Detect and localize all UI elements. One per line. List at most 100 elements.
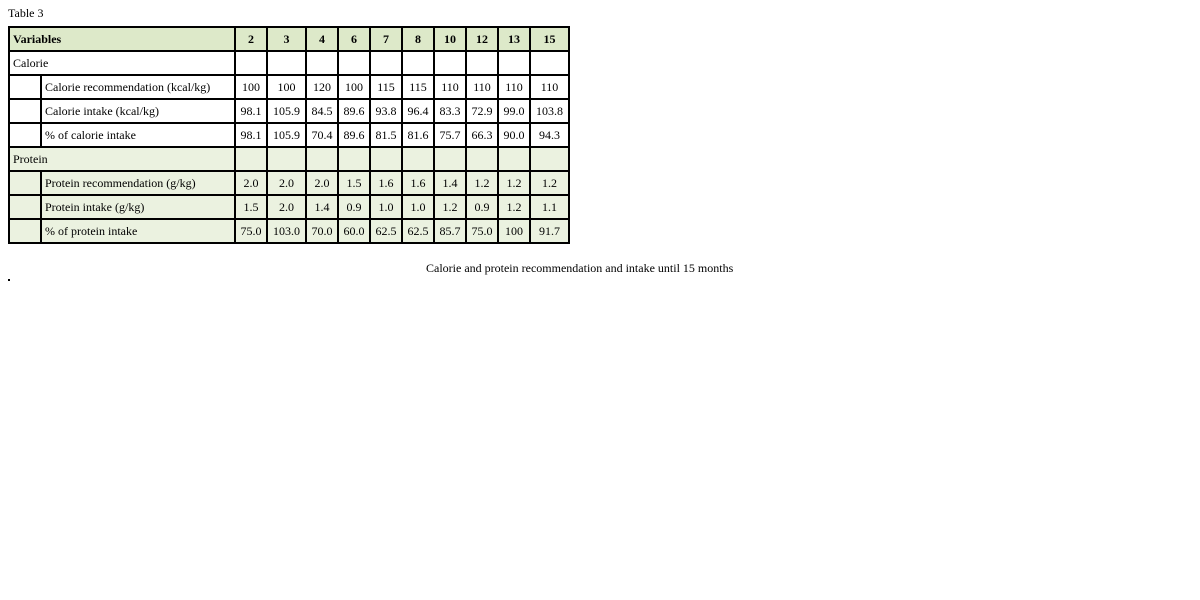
empty-cell (465, 50, 499, 76)
value-cell: 1.2 (465, 170, 499, 196)
value-cell: 70.0 (305, 218, 339, 244)
value-cell: 1.4 (433, 170, 467, 196)
value-cell: 60.0 (337, 218, 371, 244)
indent-cell (8, 218, 42, 244)
value-cell: 1.1 (529, 194, 570, 220)
value-cell: 81.6 (401, 122, 435, 148)
row-label: % of calorie intake (40, 122, 236, 148)
empty-cell (234, 146, 268, 172)
value-cell: 98.1 (234, 122, 268, 148)
value-cell: 110 (497, 74, 531, 100)
value-cell: 1.4 (305, 194, 339, 220)
table-row: Calorie intake (kcal/kg) 98.1 105.9 84.5 89.… (8, 98, 570, 124)
empty-cell (266, 146, 307, 172)
empty-cell (305, 146, 339, 172)
table-row: % of calorie intake 98.1 105.9 70.4 89.6 81.5… (8, 122, 570, 148)
value-cell: 110 (465, 74, 499, 100)
value-cell: 2.0 (266, 170, 307, 196)
value-cell: 1.6 (401, 170, 435, 196)
table-row: % of protein intake 75.0 103.0 70.0 60.0 62.5… (8, 218, 570, 244)
header-month: 4 (305, 26, 339, 52)
value-cell: 62.5 (401, 218, 435, 244)
header-month: 8 (401, 26, 435, 52)
value-cell: 75.0 (465, 218, 499, 244)
indent-cell (8, 194, 42, 220)
header-month: 12 (465, 26, 499, 52)
value-cell: 96.4 (401, 98, 435, 124)
row-label: Calorie recommendation (kcal/kg) (40, 74, 236, 100)
table-row: Protein recommendation (g/kg) 2.0 2.0 2.0 1.… (8, 170, 570, 196)
value-cell: 115 (369, 74, 403, 100)
empty-cell (266, 50, 307, 76)
header-row: Variables 2 3 4 6 7 8 10 12 13 15 (8, 26, 570, 52)
value-cell: 94.3 (529, 122, 570, 148)
value-cell: 91.7 (529, 218, 570, 244)
value-cell: 105.9 (266, 98, 307, 124)
value-cell: 2.0 (234, 170, 268, 196)
value-cell: 0.9 (465, 194, 499, 220)
empty-cell (433, 146, 467, 172)
value-cell: 1.6 (369, 170, 403, 196)
value-cell: 110 (529, 74, 570, 100)
value-cell: 1.2 (433, 194, 467, 220)
value-cell: 72.9 (465, 98, 499, 124)
header-variables: Variables (8, 26, 236, 52)
row-label: % of protein intake (40, 218, 236, 244)
value-cell: 81.5 (369, 122, 403, 148)
indent-cell (8, 122, 42, 148)
value-cell: 1.2 (497, 170, 531, 196)
value-cell: 103.8 (529, 98, 570, 124)
value-cell: 98.1 (234, 98, 268, 124)
value-cell: 83.3 (433, 98, 467, 124)
empty-cell (369, 50, 403, 76)
value-cell: 85.7 (433, 218, 467, 244)
value-cell: 62.5 (369, 218, 403, 244)
value-cell: 115 (401, 74, 435, 100)
value-cell: 1.2 (529, 170, 570, 196)
header-month: 6 (337, 26, 371, 52)
table-label: Table 3 (8, 6, 44, 20)
empty-cell (433, 50, 467, 76)
empty-cell (369, 146, 403, 172)
header-month: 7 (369, 26, 403, 52)
empty-cell (305, 50, 339, 76)
data-table: Variables 2 3 4 6 7 8 10 12 13 15 Calorie Calorie … (8, 26, 570, 244)
section-row: Protein (8, 146, 570, 172)
value-cell: 2.0 (266, 194, 307, 220)
value-cell: 110 (433, 74, 467, 100)
value-cell: 100 (234, 74, 268, 100)
value-cell: 89.6 (337, 98, 371, 124)
section-row: Calorie (8, 50, 570, 76)
value-cell: 89.6 (337, 122, 371, 148)
empty-cell (529, 50, 570, 76)
empty-cell (529, 146, 570, 172)
value-cell: 75.0 (234, 218, 268, 244)
value-cell: 1.2 (497, 194, 531, 220)
value-cell: 1.5 (337, 170, 371, 196)
value-cell: 93.8 (369, 98, 403, 124)
value-cell: 120 (305, 74, 339, 100)
table-row: Protein intake (g/kg) 1.5 2.0 1.4 0.9 1.0 1.0 1… (8, 194, 570, 220)
header-month: 3 (266, 26, 307, 52)
empty-cell (401, 146, 435, 172)
value-cell: 103.0 (266, 218, 307, 244)
indent-cell (8, 98, 42, 124)
row-label: Protein recommendation (g/kg) (40, 170, 236, 196)
empty-cell (337, 146, 371, 172)
row-label: Calorie intake (kcal/kg) (40, 98, 236, 124)
value-cell: 100 (266, 74, 307, 100)
empty-cell (234, 50, 268, 76)
header-month: 10 (433, 26, 467, 52)
table-caption: Calorie and protein recommendation and i… (426, 261, 734, 275)
value-cell: 105.9 (266, 122, 307, 148)
empty-cell (497, 50, 531, 76)
indent-cell (8, 74, 42, 100)
value-cell: 1.5 (234, 194, 268, 220)
empty-cell (401, 50, 435, 76)
header-month: 2 (234, 26, 268, 52)
section-label: Calorie (8, 50, 236, 76)
value-cell: 1.0 (369, 194, 403, 220)
empty-cell (337, 50, 371, 76)
row-label: Protein intake (g/kg) (40, 194, 236, 220)
value-cell: 100 (337, 74, 371, 100)
